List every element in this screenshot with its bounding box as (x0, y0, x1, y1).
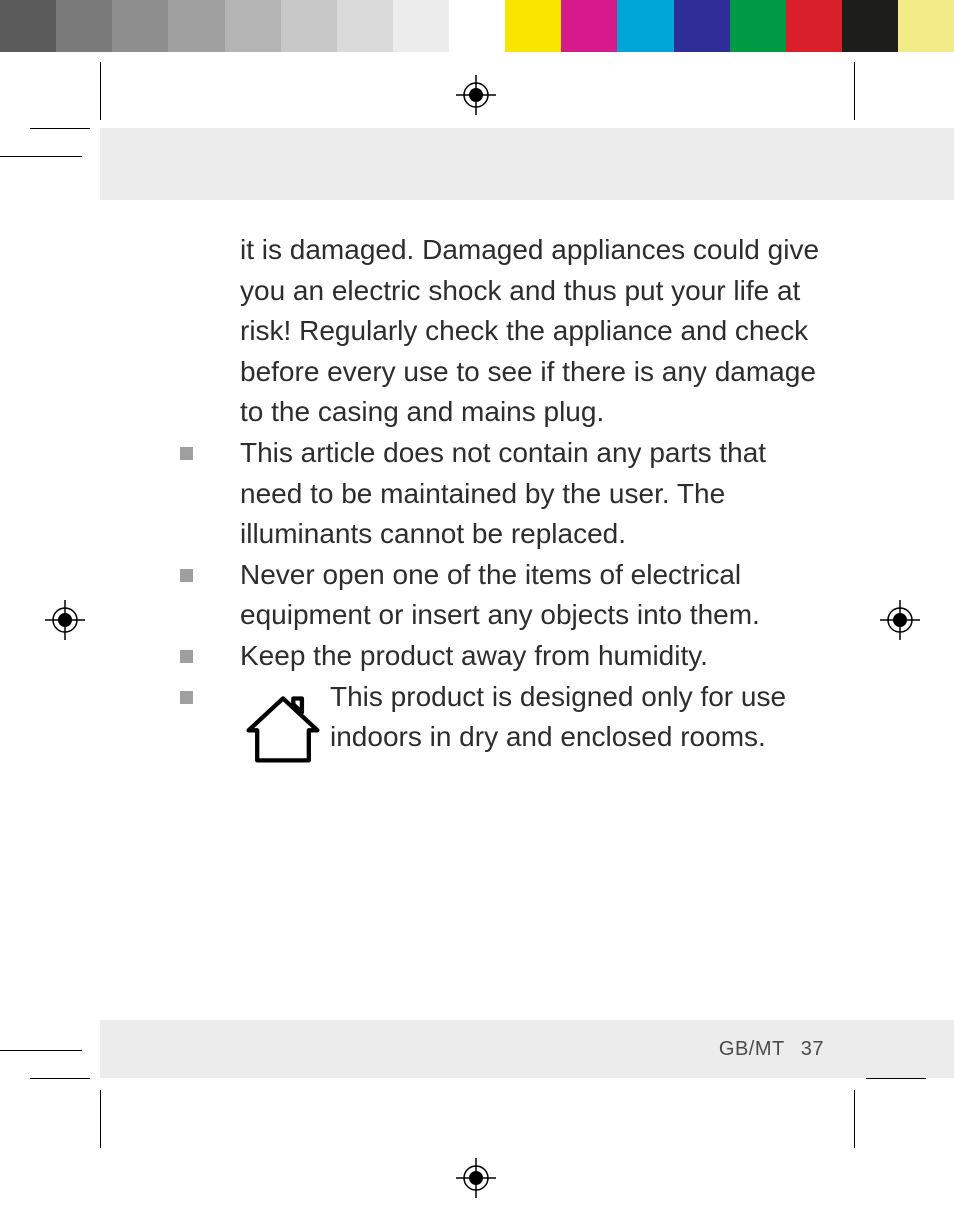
header-band (100, 128, 954, 200)
crop-mark (30, 1078, 90, 1079)
continuation-paragraph: it is damaged. Damaged appliances could … (180, 230, 820, 433)
magenta-swatch (561, 0, 617, 52)
color-calibration-bar (0, 0, 954, 52)
crop-mark (866, 1078, 926, 1079)
pale-yellow-swatch (898, 0, 954, 52)
crop-mark (854, 62, 855, 120)
gray-swatch (0, 0, 56, 52)
para-text: Keep the product away from humidity. (240, 636, 820, 677)
red-swatch (786, 0, 842, 52)
yellow-swatch (505, 0, 561, 52)
page-number: 37 (801, 1038, 824, 1061)
list-item: This product is designed only for use in… (180, 677, 820, 769)
gray-swatch (337, 0, 393, 52)
gray-swatch (168, 0, 224, 52)
gap-swatch (449, 0, 505, 52)
registration-mark-icon (45, 600, 85, 640)
footer-label: GB/MT (719, 1038, 785, 1061)
cyan-swatch (617, 0, 673, 52)
gray-swatch (56, 0, 112, 52)
crop-mark (30, 128, 90, 129)
para-text: it is damaged. Damaged appliances could … (240, 230, 820, 433)
registration-mark-icon (456, 1158, 496, 1198)
bullet-icon (180, 677, 240, 704)
list-item: Never open one of the items of electrica… (180, 555, 820, 636)
bullet-icon (180, 636, 240, 663)
house-icon (240, 677, 330, 769)
black-swatch (842, 0, 898, 52)
green-swatch (730, 0, 786, 52)
gray-swatch (112, 0, 168, 52)
bullet-icon (180, 555, 240, 582)
para-text: This product is designed only for use in… (330, 677, 820, 758)
gray-swatch (393, 0, 449, 52)
para-text: This article does not contain any parts … (240, 433, 820, 555)
registration-mark-icon (456, 75, 496, 115)
blue-swatch (674, 0, 730, 52)
registration-mark-icon (880, 600, 920, 640)
list-item: Keep the product away from humidity. (180, 636, 820, 677)
crop-mark (0, 156, 82, 157)
gray-swatch (225, 0, 281, 52)
gray-swatch (281, 0, 337, 52)
body-content: it is damaged. Damaged appliances could … (180, 230, 820, 769)
crop-mark (100, 62, 101, 120)
footer-band: GB/MT 37 (100, 1020, 954, 1078)
para-text: Never open one of the items of electrica… (240, 555, 820, 636)
crop-mark (854, 1090, 855, 1148)
crop-mark (100, 1090, 101, 1148)
crop-mark (0, 1050, 82, 1051)
list-item: This article does not contain any parts … (180, 433, 820, 555)
bullet-icon (180, 433, 240, 460)
